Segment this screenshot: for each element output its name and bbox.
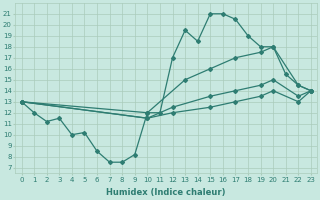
X-axis label: Humidex (Indice chaleur): Humidex (Indice chaleur) <box>107 188 226 197</box>
